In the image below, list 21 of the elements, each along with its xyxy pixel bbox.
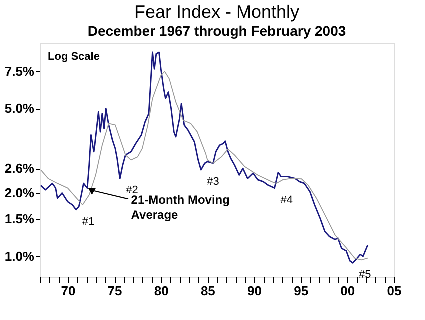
annotation: #4	[280, 194, 294, 206]
x-tick-label: 05	[387, 284, 402, 298]
y-tick-label: 1.0%	[4, 248, 35, 264]
annotation: #3	[207, 176, 220, 188]
annotation: Log Scale	[48, 51, 100, 63]
x-tick-label: 00	[340, 284, 356, 298]
y-tick-label: 5.0%	[4, 101, 35, 116]
annotation: #5	[359, 269, 372, 282]
x-tick-label: 80	[154, 284, 169, 298]
y-tick-label: 2.6%	[4, 161, 35, 176]
y-tick-label: 1.5%	[4, 212, 35, 227]
y-tick-label: 7.5%	[4, 64, 35, 79]
x-tick-label: 70	[61, 284, 76, 298]
x-tick-label: 95	[294, 284, 309, 298]
annotation: #1	[82, 216, 95, 228]
x-tick-label: 90	[248, 284, 262, 298]
chart-title: Fear Index - Monthly	[134, 2, 300, 22]
x-tick-label: 85	[200, 284, 216, 298]
y-tick-label: 2.0%	[4, 185, 35, 200]
chart-subtitle: December 1967 through February 2003	[88, 23, 346, 39]
x-tick-label: 75	[108, 284, 122, 298]
